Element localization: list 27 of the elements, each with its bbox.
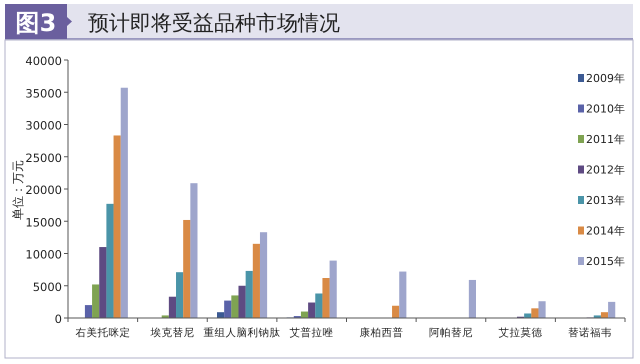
caption: 图3 <box>16 9 56 37</box>
chart-title: 预计即将受益品种市场情况 <box>88 11 340 35</box>
x-tick-label: 艾普拉唑 <box>290 326 334 339</box>
legend-label: 2014年 <box>586 224 625 238</box>
y-axis-title: 单位：万元 <box>11 160 25 220</box>
legend-label: 2013年 <box>586 194 625 207</box>
legend-label: 2015年 <box>586 255 625 268</box>
x-tick-label: 右美托咪定 <box>75 326 130 339</box>
x-tick-label: 艾拉莫德 <box>498 326 543 339</box>
legend-label: 2010年 <box>586 102 625 116</box>
legend-label: 2009年 <box>586 72 625 85</box>
x-tick-label: 阿帕替尼 <box>428 326 473 339</box>
y-tick-label: 30000 <box>25 118 62 132</box>
x-tick-label: 康柏西普 <box>359 326 404 339</box>
y-tick-label: 0 <box>54 312 62 326</box>
x-tick-label: 埃克替尼 <box>149 326 194 339</box>
legend-label: 2012年 <box>586 164 625 176</box>
y-tick-label: 10000 <box>25 248 62 262</box>
x-tick-label: 替诺福韦 <box>568 326 612 339</box>
y-tick-label: 5000 <box>32 280 62 294</box>
y-tick-label: 40000 <box>25 54 62 68</box>
y-tick-label: 25000 <box>25 150 62 165</box>
y-tick-label: 35000 <box>25 86 62 100</box>
y-tick-label: 20000 <box>25 183 62 197</box>
x-tick-label: 重组人脑利钠肽 <box>204 326 281 339</box>
legend-label: 2011年 <box>586 133 625 146</box>
y-tick-label: 15000 <box>25 215 62 230</box>
